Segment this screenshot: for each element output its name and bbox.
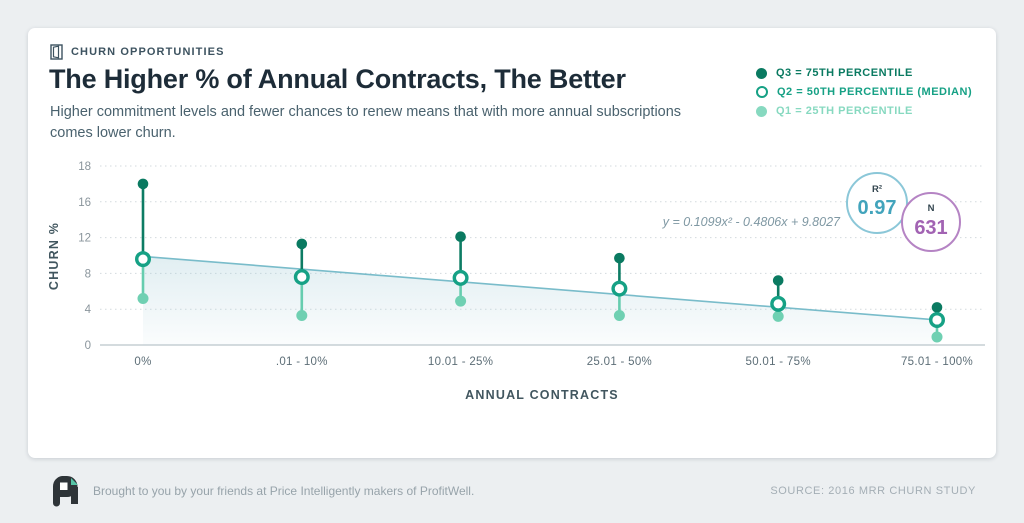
eyebrow: CHURN OPPORTUNITIES xyxy=(50,44,225,60)
legend-label-q1: Q1 = 25TH PERCENTILE xyxy=(776,105,913,117)
svg-text:25.01 - 50%: 25.01 - 50% xyxy=(587,356,652,368)
q1-filled-dot-icon xyxy=(756,105,767,117)
svg-text:R²: R² xyxy=(872,184,882,195)
svg-text:0%: 0% xyxy=(134,356,151,368)
footer: Brought to you by your friends at Price … xyxy=(0,458,1024,523)
footer-source: SOURCE: 2016 MRR CHURN STUDY xyxy=(770,484,976,497)
q2-ring-icon xyxy=(756,86,768,98)
svg-text:CHURN %: CHURN % xyxy=(47,222,61,290)
legend-label-q2: Q2 = 50TH PERCENTILE (MEDIAN) xyxy=(777,86,973,98)
svg-text:10.01 - 25%: 10.01 - 25% xyxy=(428,356,493,368)
svg-text:0: 0 xyxy=(85,340,91,352)
svg-text:N: N xyxy=(928,203,935,214)
svg-text:631: 631 xyxy=(914,217,947,239)
profitwell-logo xyxy=(48,475,81,507)
svg-text:ANNUAL CONTRACTS: ANNUAL CONTRACTS xyxy=(465,388,619,402)
q3-filled-dot-icon xyxy=(756,67,767,79)
churn-chart-svg: 18 16 12 8 4 0 y = 0.1099x² - 0.4806x + 9.8027… xyxy=(47,161,985,402)
page-title: The Higher % of Annual Contracts, The Be… xyxy=(49,64,626,94)
door-icon xyxy=(50,44,63,60)
svg-text:4: 4 xyxy=(85,304,92,316)
eyebrow-label: CHURN OPPORTUNITIES xyxy=(71,46,225,58)
footer-credit: Brought to you by your friends at Price … xyxy=(93,483,475,498)
churn-chart: 18 16 12 8 4 0 y = 0.1099x² - 0.4806x + 9.8027… xyxy=(28,140,996,435)
chart-card: CHURN OPPORTUNITIES The Higher % of Annu… xyxy=(28,28,996,458)
svg-text:75.01 - 100%: 75.01 - 100% xyxy=(901,356,973,368)
svg-text:.01 - 10%: .01 - 10% xyxy=(276,356,328,368)
legend-item-q2: Q2 = 50TH PERCENTILE (MEDIAN) xyxy=(756,85,972,99)
svg-text:12: 12 xyxy=(78,233,91,245)
legend-label-q3: Q3 = 75TH PERCENTILE xyxy=(776,67,913,79)
legend-item-q1: Q1 = 25TH PERCENTILE xyxy=(756,104,972,118)
svg-text:16: 16 xyxy=(78,197,91,209)
svg-text:50.01 - 75%: 50.01 - 75% xyxy=(746,356,811,368)
page-subtitle: Higher commitment levels and fewer chanc… xyxy=(50,104,682,142)
svg-text:8: 8 xyxy=(85,268,91,280)
svg-text:18: 18 xyxy=(78,161,91,173)
svg-text:0.97: 0.97 xyxy=(858,197,897,219)
legend-item-q3: Q3 = 75TH PERCENTILE xyxy=(756,66,972,80)
chart-legend: Q3 = 75TH PERCENTILE Q2 = 50TH PERCENTIL… xyxy=(756,66,972,118)
svg-text:y = 0.1099x² - 0.4806x + 9.802: y = 0.1099x² - 0.4806x + 9.8027 xyxy=(662,215,841,229)
